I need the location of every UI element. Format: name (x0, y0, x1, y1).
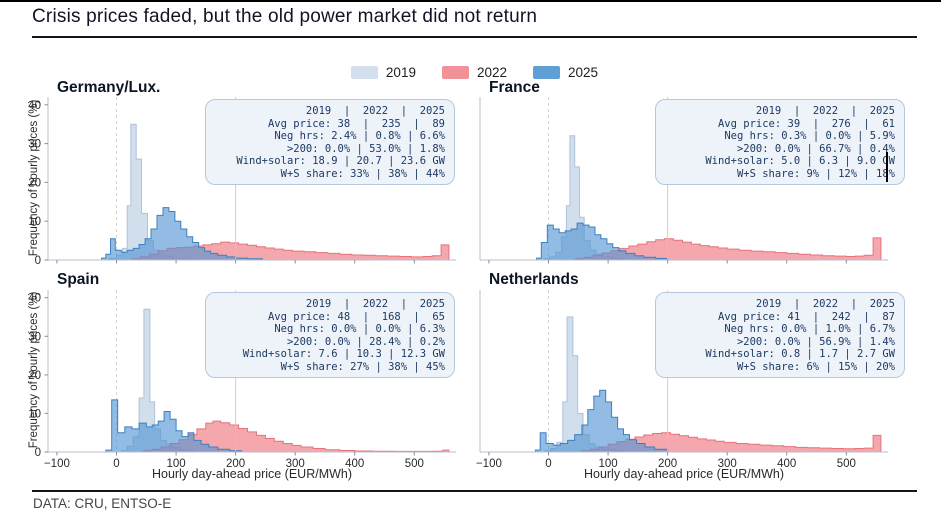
svg-text:0: 0 (545, 458, 551, 470)
stats-line: >200: 0.0% | 66.7% | 0.4% (736, 142, 895, 155)
stats-line: 2019 | 2022 | 2025 (305, 298, 445, 310)
text-cursor-artifact (886, 152, 888, 182)
svg-text:−100: −100 (44, 458, 70, 470)
svg-text:30: 30 (28, 139, 41, 151)
svg-text:500: 500 (405, 458, 424, 470)
stats-line: Wind+solar: 18.9 | 20.7 | 23.6 GW (236, 155, 445, 168)
stats-line: W+S share: 27% | 38% | 45% (280, 360, 445, 373)
stats-line: Avg price: 39 | 276 | 61 (717, 117, 895, 130)
legend-label: 2025 (568, 65, 599, 80)
stats-line: >200: 0.0% | 28.4% | 0.2% (286, 335, 445, 348)
legend-swatch-icon (441, 66, 469, 79)
stats-line: 2019 | 2022 | 2025 (305, 105, 445, 117)
stats-box-france: 2019 | 2022 | 2025 Avg price: 39 | 276 |… (655, 99, 905, 185)
stats-line: Wind+solar: 5.0 | 6.3 | 9.0 GW (705, 155, 895, 168)
stats-box-germany: 2019 | 2022 | 2025 Avg price: 38 | 235 |… (205, 99, 455, 185)
svg-text:30: 30 (28, 331, 41, 343)
stats-line: W+S share: 6% | 15% | 20% (736, 360, 895, 373)
legend-label: 2022 (476, 65, 508, 80)
stats-box-spain: 2019 | 2022 | 2025 Avg price: 48 | 168 |… (205, 292, 455, 378)
x-axis-label-left: Hourly day-ahead price (EUR/MWh) (151, 467, 353, 481)
svg-text:0: 0 (35, 255, 41, 267)
plot-germany: 0 10 20 30 40 (28, 97, 456, 267)
svg-text:100: 100 (167, 458, 186, 470)
stats-line: >200: 0.0% | 53.0% | 1.8% (286, 142, 445, 155)
svg-text:300: 300 (286, 458, 305, 470)
x-axis-label-right: Hourly day-ahead price (EUR/MWh) (583, 467, 785, 481)
stats-line: Avg price: 48 | 168 | 65 (267, 310, 445, 323)
svg-text:40: 40 (28, 293, 41, 305)
title-divider (32, 36, 917, 38)
stats-line: Wind+solar: 7.6 | 10.3 | 12.3 GW (242, 348, 445, 361)
stats-line: 2019 | 2022 | 2025 (755, 298, 895, 310)
stats-line: Wind+solar: 0.8 | 1.7 | 2.7 GW (705, 348, 895, 361)
svg-text:40: 40 (28, 100, 41, 112)
stats-box-netherlands: 2019 | 2022 | 2025 Avg price: 41 | 242 |… (655, 292, 905, 378)
legend-item-2019: 2019 (350, 65, 416, 80)
panel-title-france: France (489, 79, 540, 96)
stats-line: Neg hrs: 0.0% | 1.0% | 6.7% (724, 323, 895, 336)
stats-line: W+S share: 9% | 12% | 18% (736, 167, 895, 180)
stats-line: >200: 0.0% | 56.9% | 1.4% (736, 335, 895, 348)
stats-line: Avg price: 38 | 235 | 89 (267, 117, 445, 130)
legend-item-2022: 2022 (441, 65, 508, 80)
svg-text:−100: −100 (476, 458, 502, 470)
legend-item-2025: 2025 (533, 65, 598, 80)
svg-text:20: 20 (28, 177, 41, 189)
stats-line: Neg hrs: 0.3% | 0.0% | 5.9% (724, 130, 895, 143)
stats-line: Neg hrs: 0.0% | 0.0% | 6.3% (274, 323, 445, 336)
chart-title: Crisis prices faded, but the old power m… (32, 6, 538, 27)
legend: 2019 2022 2025 (0, 65, 949, 80)
svg-text:400: 400 (777, 458, 796, 470)
panel-title-germany: Germany/Lux. (57, 79, 161, 96)
legend-swatch-icon (533, 66, 561, 79)
svg-text:100: 100 (599, 458, 618, 470)
panel-title-spain: Spain (57, 271, 100, 288)
source-caption: DATA: CRU, ENTSO-E (33, 496, 172, 511)
stats-line: 2019 | 2022 | 2025 (755, 105, 895, 117)
svg-text:300: 300 (718, 458, 737, 470)
stats-line: Neg hrs: 2.4% | 0.8% | 6.6% (274, 130, 445, 143)
svg-text:0: 0 (113, 458, 119, 470)
svg-text:500: 500 (837, 458, 856, 470)
stats-line: Avg price: 41 | 242 | 87 (717, 310, 895, 323)
svg-text:400: 400 (345, 458, 364, 470)
window-top-edge (0, 0, 941, 2)
svg-text:200: 200 (658, 458, 677, 470)
panel-title-netherlands: Netherlands (489, 271, 579, 288)
footer-divider (32, 490, 917, 492)
stats-line: W+S share: 33% | 38% | 44% (280, 167, 445, 180)
legend-label: 2019 (385, 65, 416, 80)
svg-text:10: 10 (28, 408, 41, 420)
legend-swatch-icon (350, 66, 378, 79)
svg-text:20: 20 (28, 370, 41, 382)
svg-text:10: 10 (28, 216, 41, 228)
svg-text:200: 200 (226, 458, 245, 470)
plot-netherlands: −100 0 100 200 300 400 500 (476, 290, 888, 470)
svg-text:0: 0 (35, 447, 41, 459)
